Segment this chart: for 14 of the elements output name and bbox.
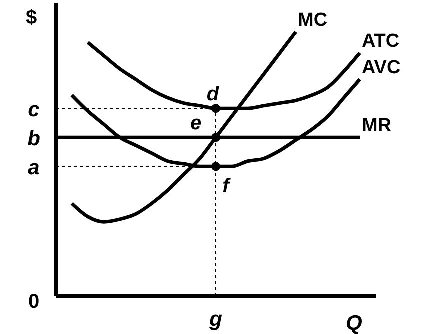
series-label: AVC — [362, 58, 401, 79]
ref-line-label: b — [28, 128, 41, 151]
series-label: MR — [362, 116, 392, 137]
text: 0 — [28, 291, 40, 313]
annotation: d — [206, 84, 220, 106]
series-label: MC — [298, 10, 328, 32]
y-axis-title: $ — [26, 7, 38, 29]
annotation: f — [222, 176, 232, 198]
annotation: e — [190, 112, 202, 135]
text: g — [208, 308, 223, 331]
ref-line-label: c — [28, 98, 40, 122]
ref-line-label: a — [28, 156, 40, 180]
x-axis-title: Q — [346, 312, 362, 334]
series-label: ATC — [362, 31, 400, 52]
